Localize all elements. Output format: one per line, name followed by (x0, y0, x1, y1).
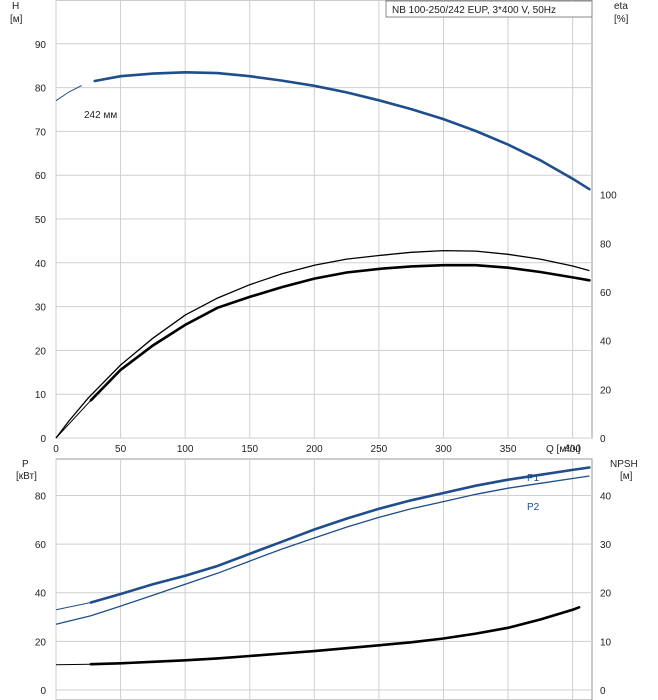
x-tick-label: 150 (241, 444, 258, 455)
p1-series-label: P1 (527, 473, 540, 484)
bottom-left-y-tick-label: 20 (35, 637, 47, 648)
bottom-right-axis-label: NPSH (610, 459, 638, 470)
curve-extension-top-0 (55, 84, 83, 102)
x-tick-label: 0 (53, 444, 59, 455)
x-tick-label: 400 (564, 444, 581, 455)
curve-top-2 (89, 263, 591, 402)
tick-labels: 0 50 100 150 200 250 300 350 4000102030405060708… (35, 40, 617, 697)
x-tick-label: 100 (177, 444, 194, 455)
bottom-right-y-tick-label: 0 (600, 686, 606, 697)
top-left-axis-unit: [м] (10, 14, 23, 25)
curve-extension-bottom-2 (55, 663, 91, 666)
x-tick-label: 200 (306, 444, 323, 455)
top-right-y-tick-label: 60 (600, 288, 612, 299)
impeller-diameter-label: 242 мм (84, 110, 117, 121)
curve-top-1 (55, 249, 590, 439)
p2-series-label: P2 (527, 502, 540, 513)
x-tick-label: 50 (115, 444, 127, 455)
bottom-right-y-tick-label: 40 (600, 491, 612, 502)
top-left-y-tick-label: 20 (35, 346, 47, 357)
top-left-y-tick-label: 10 (35, 390, 47, 401)
curve-extension-top-2 (55, 399, 92, 439)
curve-extension-bottom-0 (55, 602, 92, 611)
top-right-axis-unit: [%] (614, 14, 629, 25)
x-tick-label: 250 (371, 444, 388, 455)
x-tick-label: 350 (500, 444, 517, 455)
bottom-left-y-tick-label: 0 (40, 686, 46, 697)
bottom-left-y-tick-label: 60 (35, 540, 47, 551)
bottom-left-y-tick-label: 80 (35, 491, 47, 502)
top-right-y-tick-label: 20 (600, 385, 612, 396)
top-left-y-tick-label: 70 (35, 127, 47, 138)
top-left-y-tick-label: 80 (35, 84, 47, 95)
top-left-y-tick-label: 30 (35, 303, 47, 314)
bottom-grid (55, 459, 592, 700)
top-right-y-tick-label: 80 (600, 239, 612, 250)
top-right-axis-label: eta (614, 1, 628, 12)
title-box (385, 0, 593, 18)
top-left-y-tick-label: 90 (35, 40, 47, 51)
top-right-y-tick-label: 100 (600, 191, 617, 202)
bottom-right-y-tick-label: 20 (600, 589, 612, 600)
top-left-y-tick-label: 0 (40, 434, 46, 445)
top-left-y-tick-label: 40 (35, 259, 47, 270)
top-left-y-tick-label: 50 (35, 215, 47, 226)
x-tick-label: 300 (435, 444, 452, 455)
curve-top-0 (93, 70, 591, 191)
bottom-right-axis-unit: [м] (620, 471, 633, 482)
curve-bottom-1 (55, 475, 590, 625)
bottom-plot-frame (55, 458, 593, 700)
chart-title: NB 100-250/242 EUP, 3*400 V, 50Hz (392, 5, 556, 16)
bottom-left-y-tick-label: 40 (35, 589, 47, 600)
top-left-axis-label: H (12, 1, 19, 12)
x-axis-label: Q [м³/ч] (546, 444, 581, 455)
top-right-y-tick-label: 0 (600, 434, 606, 445)
curve-bottom-2 (89, 606, 581, 666)
curve-bottom-0 (89, 466, 591, 604)
bottom-left-axis-label: P (22, 459, 29, 470)
bottom-left-axis-unit: [кВт] (16, 471, 37, 482)
top-left-y-tick-label: 60 (35, 171, 47, 182)
top-right-y-tick-label: 40 (600, 337, 612, 348)
curves (55, 70, 591, 666)
bottom-right-y-tick-label: 10 (600, 637, 612, 648)
bottom-right-y-tick-label: 30 (600, 540, 612, 551)
